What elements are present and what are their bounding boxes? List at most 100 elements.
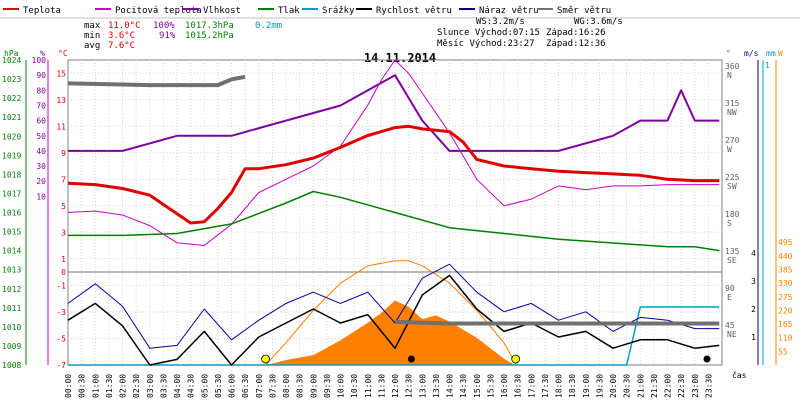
temp-tick: -5 [56, 335, 66, 344]
humidity-tick: 40 [36, 147, 46, 156]
wind-dir-label: W [727, 145, 732, 154]
solar-tick: 495 [778, 238, 793, 247]
temp-tick: 9 [61, 149, 66, 158]
x-tick-label: 21:30 [650, 374, 659, 398]
legend: Teplota Pocitová teplota Vlhkost Tlak Srážky… [0, 0, 800, 19]
stats-block: max 11.0°C 100% 1017.3hPa 0.2mm min 3.6°… [84, 17, 623, 51]
stat-wg: WG:3.6m/s [574, 17, 623, 27]
x-tick-label: 08:00 [282, 374, 291, 398]
x-tick-label: 13:30 [432, 374, 441, 398]
x-tick-label: 20:00 [609, 374, 618, 398]
x-tick-label: 18:00 [555, 374, 564, 398]
x-tick-label: 05:00 [200, 374, 209, 398]
x-tick-label: 18:30 [568, 374, 577, 398]
temp-tick: 13 [56, 96, 66, 105]
wind-dir-unit: ° [726, 49, 731, 58]
x-tick-label: 09:00 [309, 374, 318, 398]
x-tick-label: 10:30 [350, 374, 359, 398]
x-tick-label: 14:00 [446, 374, 455, 398]
moonset-marker [407, 355, 415, 363]
x-tick-label: 15:30 [486, 374, 495, 398]
wind-direction-line-night [67, 74, 246, 88]
temp-unit: °C [58, 49, 68, 58]
stat-max-rain: 0.2mm [255, 21, 282, 31]
wind-dir-tick: 180 [725, 210, 740, 219]
solar-tick: 330 [778, 279, 793, 288]
rain-unit: mm [766, 49, 776, 58]
wind-speed-tick: 4 [751, 249, 756, 258]
temperature-line [67, 124, 720, 225]
humidity-tick: 60 [36, 117, 46, 126]
x-tick-label: 03:30 [159, 374, 168, 398]
x-tick-label: 10:00 [337, 374, 346, 398]
x-tick-label: 13:00 [418, 374, 427, 398]
humidity-tick: 50 [36, 132, 46, 141]
x-tick-label: 07:30 [268, 374, 277, 398]
pressure-tick: 1023 [2, 75, 21, 84]
solar-tick: 55 [778, 347, 788, 356]
stat-avg-label: avg [84, 41, 100, 51]
x-tick-label: 22:30 [677, 374, 686, 398]
wind-dir-tick: 270 [725, 136, 740, 145]
temp-tick: 3 [61, 228, 66, 237]
wind-dir-label: E [727, 293, 732, 302]
temp-tick: -7 [56, 361, 66, 370]
solar-tick: 220 [778, 306, 793, 315]
solar-tick: 440 [778, 252, 793, 261]
x-tick-label: 01:30 [105, 374, 114, 398]
solar-tick: 385 [778, 266, 793, 275]
humidity-tick: 80 [36, 86, 46, 95]
legend-label-4: Srážky [322, 6, 355, 16]
x-tick-label: 12:30 [405, 374, 414, 398]
time-unit: čas [732, 370, 747, 380]
wind-speed-unit: m/s [744, 49, 759, 58]
temp-tick: -1 [56, 281, 66, 290]
x-tick-label: 04:30 [187, 374, 196, 398]
stat-max-press: 1017.3hPa [185, 21, 234, 31]
pressure-unit: hPa [4, 49, 19, 58]
x-tick-label: 02:30 [132, 374, 141, 398]
series-lines [67, 59, 720, 366]
wind-speed-line [67, 274, 720, 366]
stat-moonset: Západ:12:36 [546, 39, 606, 49]
stat-sunrise: Slunce Východ:07:15 [437, 28, 540, 38]
wind-dir-label: SW [727, 182, 737, 191]
humidity-unit: % [40, 49, 45, 58]
wind-dir-tick: 45 [725, 321, 735, 330]
x-tick-label: 00:00 [64, 374, 73, 398]
legend-label-2: Vlhkost [203, 6, 241, 16]
pressure-line [68, 190, 720, 252]
solar-tick: 110 [778, 334, 793, 343]
x-tick-label: 06:00 [228, 374, 237, 398]
stat-avg-temp: 7.6°C [108, 41, 135, 51]
solar-radiation-area [266, 300, 515, 365]
stat-min-temp: 3.6°C [108, 31, 135, 41]
sunrise-marker [261, 354, 270, 364]
wind-speed-tick: 2 [751, 305, 756, 314]
temp-tick: 0 [61, 268, 66, 277]
legend-label-0: Teplota [23, 6, 61, 16]
x-tick-label: 17:30 [541, 374, 550, 398]
stat-moonrise: Měsíc Východ:23:27 [437, 39, 535, 49]
solar-tick: 275 [778, 293, 793, 302]
theoretical-radiation-line [265, 260, 517, 366]
wind-dir-label: S [727, 219, 732, 228]
wind-dir-tick: 225 [725, 173, 740, 182]
pressure-tick: 1018 [2, 170, 21, 179]
temp-tick: 1 [61, 255, 66, 264]
chart-title: 14.11.2014 [364, 51, 436, 65]
x-tick-label: 08:30 [296, 374, 305, 398]
x-tick-label: 21:00 [636, 374, 645, 398]
temp-tick: 11 [56, 122, 66, 131]
temp-tick: 5 [61, 202, 66, 211]
wind-dir-tick: 360 [725, 62, 740, 71]
x-tick-label: 04:00 [173, 374, 182, 398]
pressure-tick: 1012 [2, 285, 21, 294]
pressure-tick: 1011 [2, 304, 21, 313]
x-tick-label: 23:00 [691, 374, 700, 398]
x-tick-label: 17:00 [527, 374, 536, 398]
pressure-tick: 1014 [2, 247, 21, 256]
x-tick-label: 14:30 [459, 374, 468, 398]
